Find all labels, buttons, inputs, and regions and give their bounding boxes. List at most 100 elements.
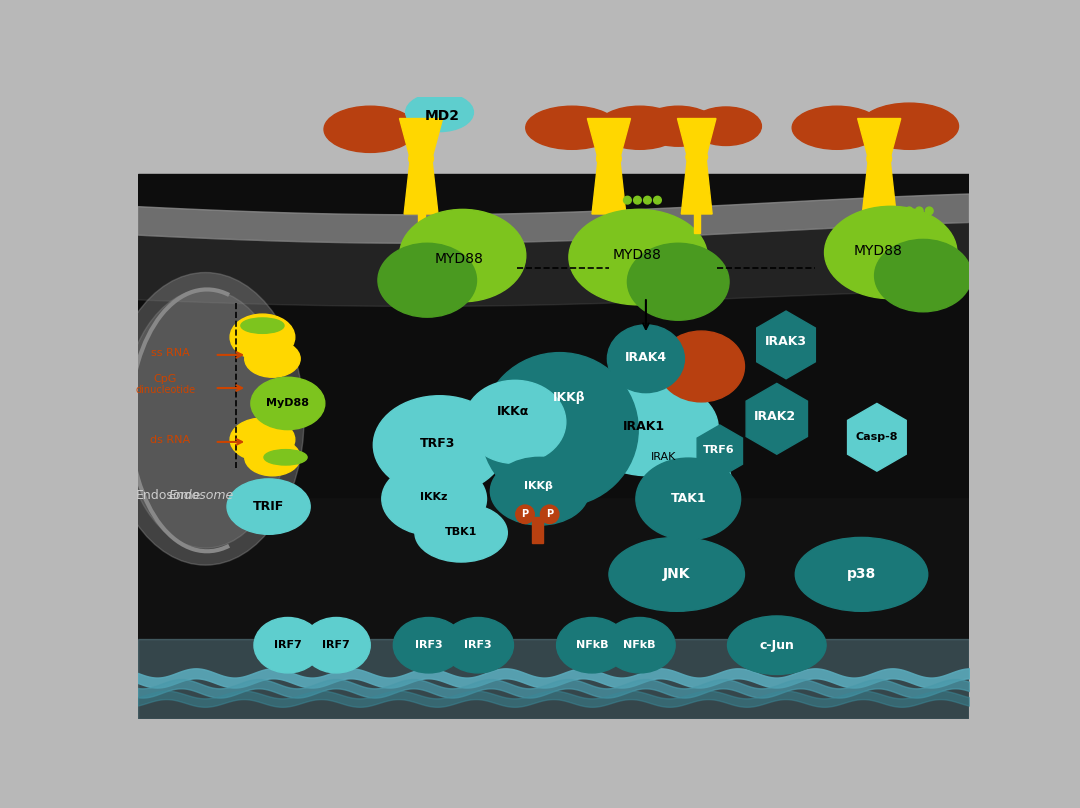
Text: IRF3: IRF3 (415, 640, 443, 650)
Text: TRF3: TRF3 (420, 437, 456, 450)
Text: TAK1: TAK1 (671, 492, 706, 505)
Text: TRF6: TRF6 (702, 444, 734, 455)
Polygon shape (592, 158, 626, 214)
Ellipse shape (596, 106, 683, 149)
Text: Casp-8: Casp-8 (855, 432, 899, 442)
Text: NFkB: NFkB (623, 640, 656, 650)
Text: TRIF: TRIF (253, 500, 284, 513)
Text: IRAK2: IRAK2 (754, 410, 796, 423)
Text: MD2: MD2 (424, 109, 459, 123)
Ellipse shape (245, 439, 300, 476)
Ellipse shape (926, 207, 933, 215)
Ellipse shape (490, 457, 589, 525)
Ellipse shape (540, 505, 558, 524)
Polygon shape (588, 119, 631, 158)
Ellipse shape (793, 106, 881, 149)
Ellipse shape (264, 449, 307, 465)
Text: c-Jun: c-Jun (759, 638, 794, 652)
Ellipse shape (382, 462, 486, 536)
Bar (693, 213, 700, 234)
Polygon shape (746, 384, 808, 454)
Text: dinucleotide: dinucleotide (135, 385, 195, 394)
Polygon shape (677, 119, 716, 157)
Text: p38: p38 (847, 567, 876, 582)
Ellipse shape (556, 617, 627, 673)
Ellipse shape (824, 206, 957, 299)
Ellipse shape (400, 209, 526, 301)
Ellipse shape (526, 106, 618, 149)
Text: IRAK3: IRAK3 (765, 335, 807, 348)
Text: IRF3: IRF3 (464, 640, 491, 650)
Bar (876, 213, 882, 234)
Ellipse shape (627, 243, 729, 320)
Text: IRF7: IRF7 (323, 640, 350, 650)
Polygon shape (138, 222, 970, 306)
Ellipse shape (443, 617, 513, 673)
Ellipse shape (605, 617, 675, 673)
Ellipse shape (653, 196, 661, 204)
Polygon shape (138, 194, 970, 243)
Ellipse shape (690, 107, 761, 145)
Ellipse shape (481, 352, 638, 507)
Polygon shape (698, 425, 742, 478)
Bar (418, 213, 424, 234)
Text: IRAK: IRAK (651, 452, 676, 462)
Ellipse shape (795, 537, 928, 612)
Ellipse shape (254, 617, 322, 673)
Ellipse shape (905, 207, 913, 215)
Text: Endosome: Endosome (168, 490, 233, 503)
Ellipse shape (406, 93, 473, 132)
Ellipse shape (245, 340, 300, 377)
Ellipse shape (685, 461, 730, 491)
Ellipse shape (408, 149, 433, 168)
Ellipse shape (241, 318, 284, 334)
Text: MYD88: MYD88 (435, 251, 484, 266)
Text: ds RNA: ds RNA (150, 435, 190, 444)
Ellipse shape (464, 381, 566, 464)
Bar (606, 213, 612, 234)
Polygon shape (858, 119, 901, 158)
Polygon shape (681, 157, 712, 214)
Bar (531, 516, 543, 543)
Ellipse shape (107, 272, 305, 565)
Ellipse shape (378, 243, 476, 318)
Bar (138, 213, 970, 751)
Ellipse shape (636, 458, 741, 540)
Ellipse shape (122, 289, 288, 548)
Text: IKKβ: IKKβ (553, 391, 585, 404)
Ellipse shape (415, 503, 508, 562)
Text: Endosome: Endosome (136, 490, 201, 503)
Text: MYD88: MYD88 (612, 248, 661, 262)
Ellipse shape (686, 149, 707, 165)
Polygon shape (400, 119, 443, 158)
Ellipse shape (596, 149, 621, 168)
Text: JNK: JNK (663, 567, 690, 582)
Text: MyD88: MyD88 (267, 398, 309, 408)
Ellipse shape (227, 479, 310, 534)
Ellipse shape (230, 314, 295, 360)
Text: IKKα: IKKα (497, 405, 529, 418)
Ellipse shape (639, 106, 717, 146)
Ellipse shape (324, 106, 417, 153)
Ellipse shape (860, 103, 959, 149)
Polygon shape (862, 158, 896, 214)
Text: P: P (522, 509, 528, 520)
Text: IKKz: IKKz (420, 492, 448, 503)
Ellipse shape (875, 239, 972, 312)
Ellipse shape (393, 617, 464, 673)
Ellipse shape (916, 207, 923, 215)
Text: IRAK1: IRAK1 (623, 420, 665, 433)
Ellipse shape (569, 209, 707, 305)
Polygon shape (848, 403, 906, 471)
Text: MYD88: MYD88 (854, 244, 903, 258)
Ellipse shape (251, 377, 325, 430)
Polygon shape (757, 311, 815, 379)
Ellipse shape (867, 149, 891, 168)
Text: IRAK4: IRAK4 (625, 351, 667, 364)
Bar (138, 639, 970, 719)
Ellipse shape (374, 396, 505, 494)
Bar (138, 174, 970, 498)
Ellipse shape (516, 505, 535, 524)
Ellipse shape (623, 196, 632, 204)
Ellipse shape (634, 196, 642, 204)
